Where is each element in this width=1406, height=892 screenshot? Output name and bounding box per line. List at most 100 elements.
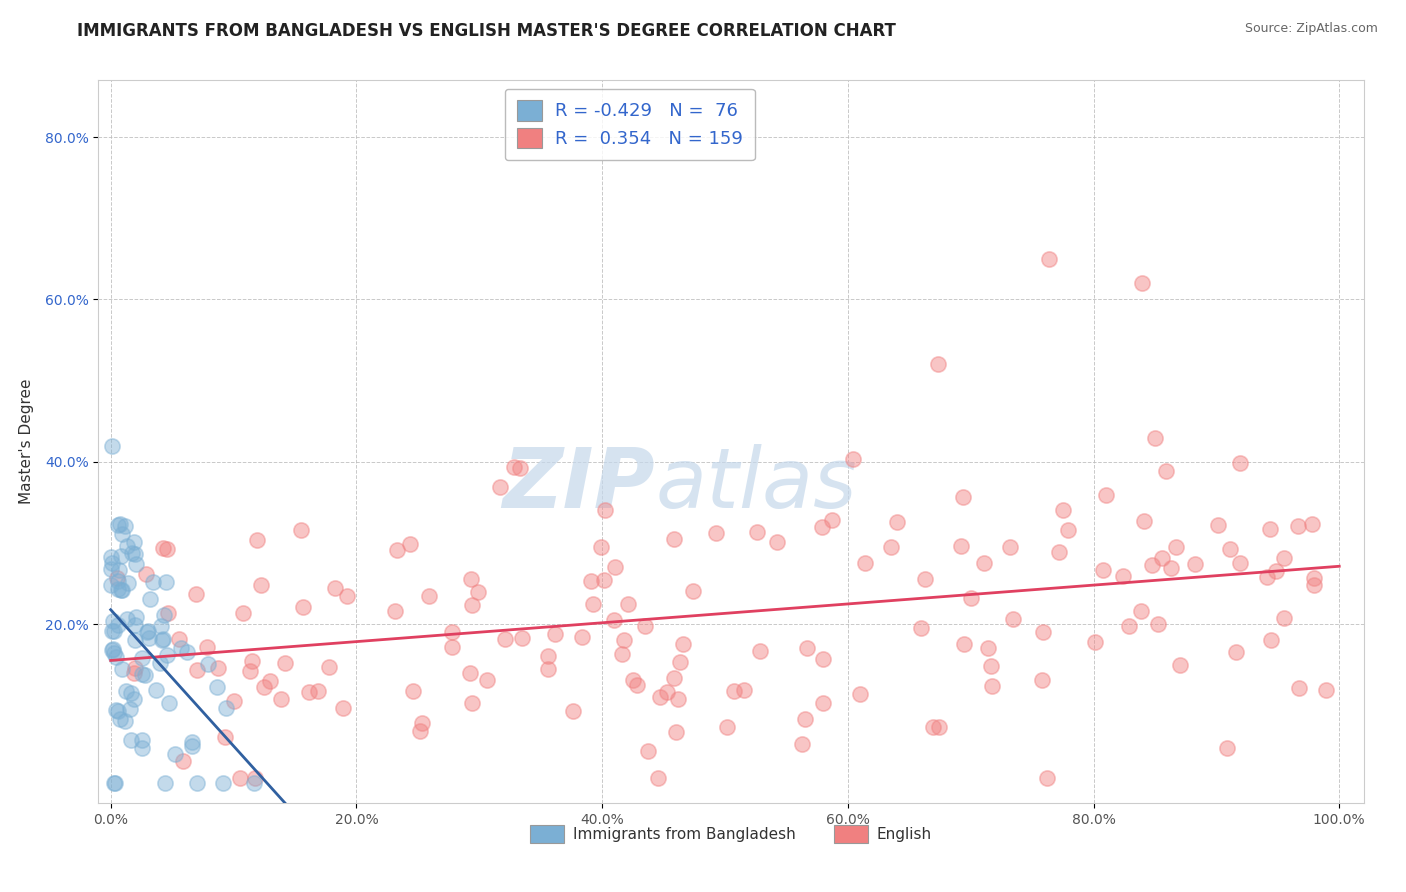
Point — [1166, 540, 1188, 554]
Point — [1315, 683, 1337, 698]
Point — [176, 645, 198, 659]
Point — [224, 694, 246, 708]
Point — [634, 618, 657, 632]
Point — [544, 627, 567, 641]
Point — [214, 731, 236, 745]
Point — [1091, 563, 1114, 577]
Point — [124, 661, 146, 675]
Point — [886, 515, 908, 529]
Legend: Immigrants from Bangladesh, English: Immigrants from Bangladesh, English — [524, 819, 938, 849]
Point — [150, 633, 173, 648]
Point — [716, 720, 738, 734]
Point — [998, 540, 1021, 554]
Point — [1301, 517, 1323, 532]
Point — [298, 685, 321, 699]
Point — [1130, 277, 1153, 291]
Point — [243, 772, 266, 786]
Point — [821, 513, 844, 527]
Point — [1288, 681, 1310, 695]
Point — [1286, 518, 1309, 533]
Point — [115, 612, 138, 626]
Point — [1272, 610, 1295, 624]
Point — [811, 519, 834, 533]
Point — [1133, 514, 1156, 528]
Point — [1140, 558, 1163, 572]
Point — [1274, 550, 1296, 565]
Point — [655, 685, 678, 699]
Point — [910, 621, 932, 635]
Point — [122, 692, 145, 706]
Point — [228, 772, 250, 786]
Point — [537, 649, 560, 664]
Point — [1095, 488, 1118, 502]
Point — [197, 657, 219, 672]
Point — [1260, 632, 1282, 647]
Point — [666, 692, 689, 706]
Point — [1256, 569, 1278, 583]
Point — [959, 591, 981, 605]
Point — [1229, 456, 1251, 470]
Point — [107, 582, 129, 596]
Point — [981, 679, 1004, 693]
Point — [138, 631, 160, 645]
Point — [104, 775, 127, 789]
Point — [172, 754, 194, 768]
Point — [509, 461, 531, 475]
Point — [153, 608, 176, 623]
Point — [1031, 673, 1053, 687]
Point — [411, 716, 433, 731]
Point — [1036, 772, 1059, 786]
Point — [418, 589, 440, 603]
Point — [409, 723, 432, 738]
Point — [246, 533, 269, 547]
Point — [402, 684, 425, 698]
Point — [461, 696, 484, 710]
Point — [1112, 569, 1135, 583]
Point — [170, 641, 193, 656]
Point — [117, 576, 139, 591]
Point — [100, 550, 122, 565]
Point — [211, 775, 233, 789]
Point — [107, 517, 129, 532]
Point — [240, 654, 263, 668]
Point — [853, 557, 876, 571]
Point — [610, 647, 633, 661]
Point — [163, 747, 186, 761]
Point — [927, 358, 949, 372]
Point — [105, 650, 128, 665]
Point — [250, 577, 273, 591]
Point — [749, 644, 772, 658]
Point — [110, 549, 132, 564]
Point — [181, 735, 204, 749]
Point — [384, 605, 406, 619]
Point — [270, 692, 292, 706]
Point — [1218, 541, 1240, 556]
Point — [215, 700, 238, 714]
Point — [115, 684, 138, 698]
Point — [155, 575, 177, 590]
Point — [107, 704, 129, 718]
Point — [1208, 517, 1230, 532]
Point — [125, 610, 148, 624]
Point — [103, 641, 125, 656]
Point — [1160, 561, 1182, 575]
Point — [650, 690, 672, 704]
Point — [100, 562, 122, 576]
Point — [811, 652, 834, 666]
Text: atlas: atlas — [655, 444, 856, 525]
Point — [603, 560, 626, 574]
Point — [489, 480, 512, 494]
Point — [152, 632, 174, 647]
Point — [562, 704, 585, 718]
Point — [122, 665, 145, 680]
Point — [1229, 556, 1251, 570]
Point — [307, 684, 329, 698]
Point — [103, 614, 125, 628]
Point — [1118, 619, 1140, 633]
Point — [745, 524, 768, 539]
Point — [103, 775, 125, 789]
Point — [150, 619, 173, 633]
Point — [120, 686, 142, 700]
Point — [603, 613, 626, 627]
Point — [243, 775, 266, 789]
